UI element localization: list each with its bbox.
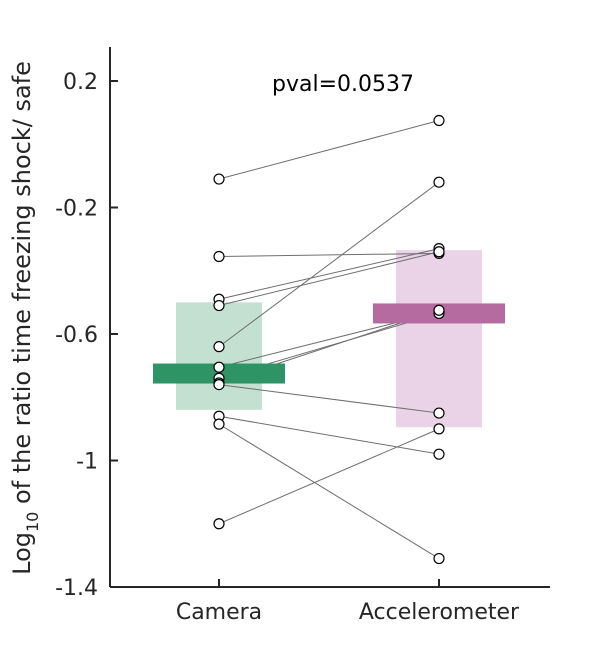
pair-line	[218, 423, 440, 559]
range-bar-camera	[176, 302, 262, 410]
pair-line	[218, 252, 440, 258]
y-axis-title-subscript: 10	[23, 512, 42, 532]
y-axis-title: Log10 of the ratio time freezing shock/ …	[8, 61, 42, 575]
point-camera	[213, 250, 225, 263]
y-ticks: 0.2 -0.2 -0.6 -1 -1.4	[55, 70, 118, 601]
point-accelerometer	[433, 423, 445, 435]
range-bar-accelerometer	[396, 250, 482, 428]
y-axis-title-text: of the ratio time freezing shock/ safe	[8, 61, 36, 512]
point-accelerometer	[433, 448, 445, 460]
pair-line	[218, 428, 440, 525]
pair-line	[218, 251, 440, 307]
point-camera	[213, 418, 225, 430]
pair-line	[218, 248, 440, 300]
point-camera	[213, 299, 225, 312]
point-accelerometer	[433, 407, 445, 419]
x-ticks: Camera Accelerometer	[176, 579, 520, 625]
point-accelerometer	[433, 176, 445, 188]
point-camera	[213, 361, 225, 373]
point-accelerometer	[433, 304, 445, 316]
pair-line	[218, 120, 440, 180]
point-camera	[213, 518, 225, 530]
y-axis-title-prefix: Log	[8, 532, 36, 575]
point-accelerometer	[433, 114, 445, 127]
y-tick-label: -0.2	[55, 197, 98, 222]
y-tick-label: 0.2	[63, 70, 98, 95]
point-camera	[213, 341, 225, 353]
y-tick-label: -1.4	[55, 576, 98, 601]
pval-annotation: pval=0.0537	[272, 72, 414, 97]
range-bars	[176, 250, 482, 428]
pair-line	[218, 415, 440, 455]
axes	[109, 47, 550, 588]
point-camera	[213, 173, 225, 185]
y-tick-label: -0.6	[55, 323, 98, 348]
pair-line	[218, 384, 440, 414]
point-camera	[213, 379, 225, 391]
x-tick-label-camera: Camera	[176, 600, 262, 625]
x-tick-label-accelerometer: Accelerometer	[359, 600, 520, 625]
point-accelerometer	[433, 552, 445, 565]
data-points	[213, 114, 445, 565]
pair-line	[218, 181, 440, 348]
point-accelerometer	[433, 246, 445, 258]
y-tick-label: -1	[76, 450, 98, 475]
